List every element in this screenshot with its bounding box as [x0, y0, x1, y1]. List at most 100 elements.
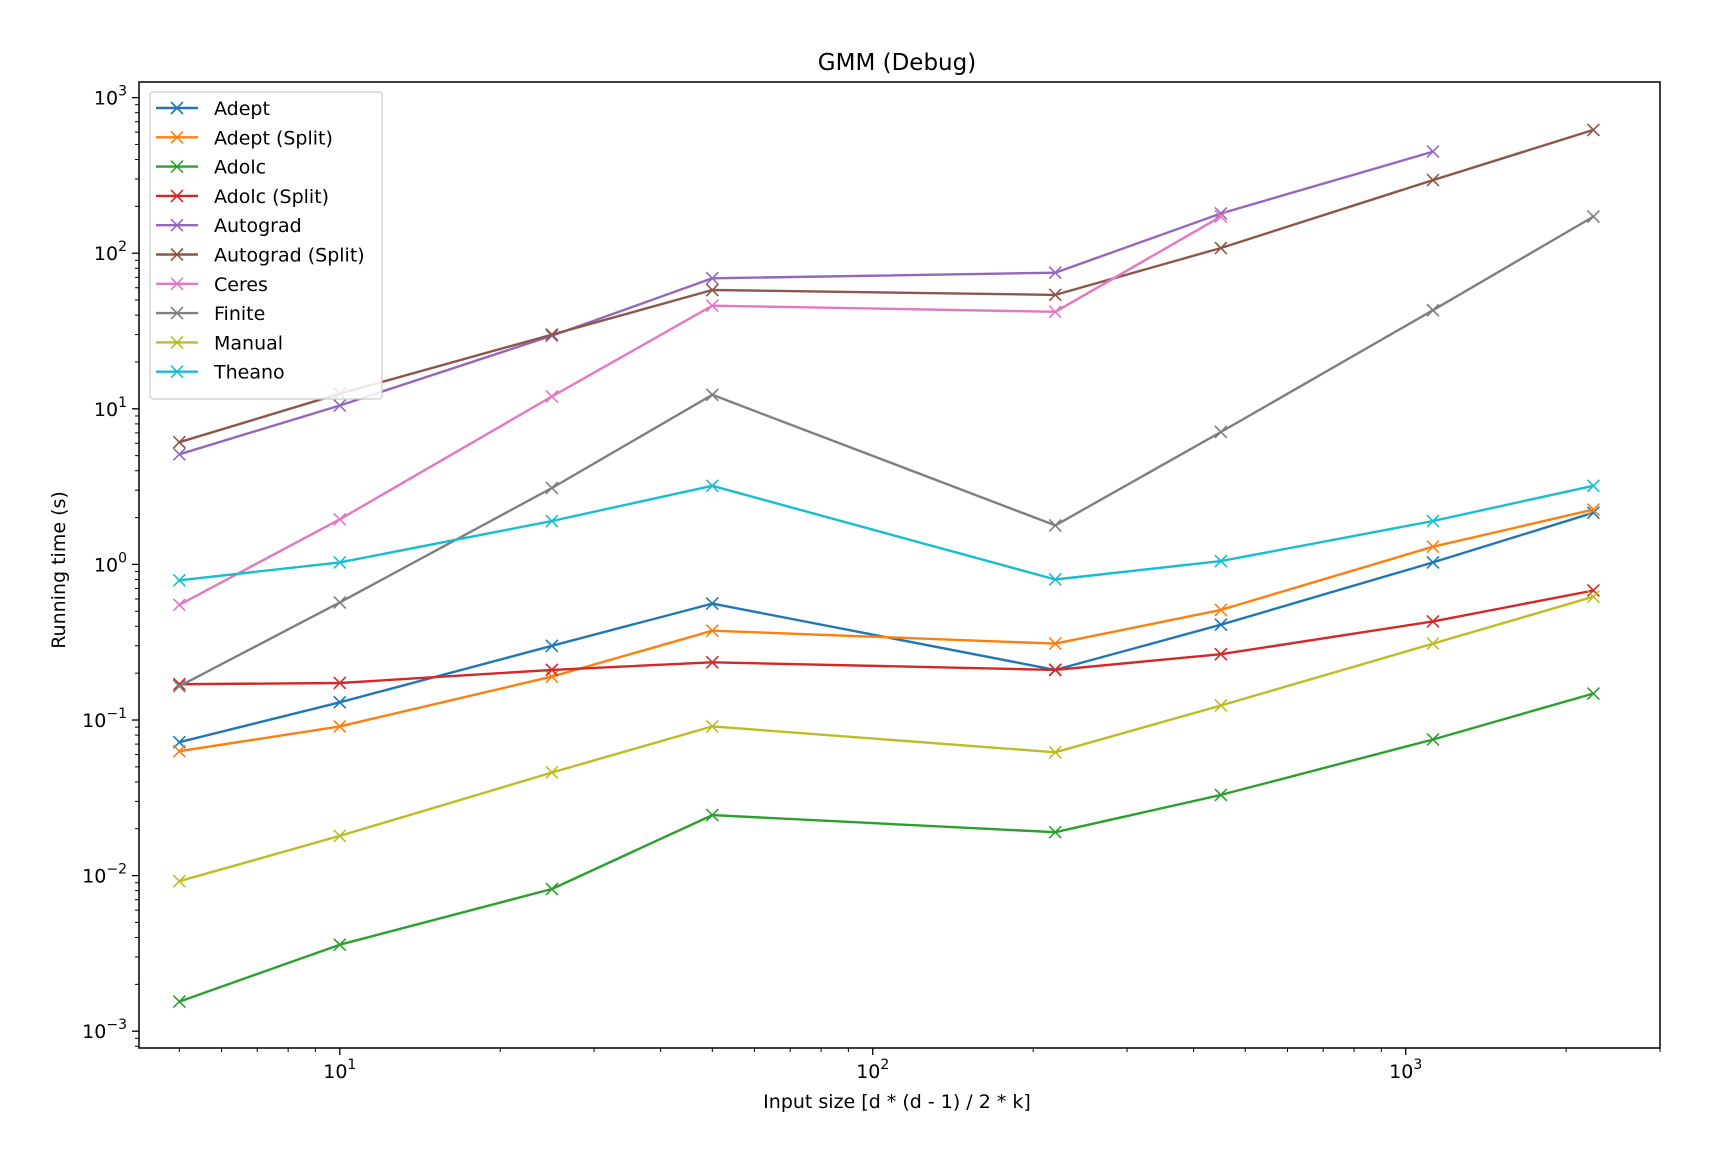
data-point-theano: [545, 514, 559, 528]
legend-item-finite: Finite: [156, 303, 265, 325]
series-finite: [172, 210, 1600, 693]
legend-label: Autograd: [214, 215, 302, 237]
legend-label: Autograd (Split): [214, 245, 365, 267]
series-adolc-split: [172, 583, 1600, 691]
series-line-ceres: [178, 215, 1222, 606]
legend-marker: [170, 189, 184, 203]
legend-marker: [170, 365, 184, 379]
data-point-adolc: [1214, 788, 1228, 802]
y-axis-label: Running time (s): [48, 491, 70, 649]
y-tick-label: 103: [94, 84, 127, 110]
series-theano: [172, 479, 1600, 587]
legend-label: Adept (Split): [214, 127, 333, 149]
data-point-theano: [172, 573, 186, 587]
data-point-adolc-split: [545, 663, 559, 677]
data-point-autograd: [1048, 266, 1062, 280]
data-point-ceres: [545, 389, 559, 404]
data-point-autograd-split: [1214, 241, 1228, 255]
data-point-finite: [172, 679, 186, 693]
data-point-theano: [1426, 514, 1440, 528]
data-point-adept: [1586, 506, 1600, 520]
y-tick-label: 10−2: [82, 862, 127, 888]
legend-label: Adolc (Split): [214, 186, 329, 208]
x-axis-label: Input size [d * (d - 1) / 2 * k]: [763, 1091, 1031, 1113]
data-point-adept-split: [333, 719, 347, 733]
data-point-adolc: [172, 995, 186, 1009]
legend-label: Ceres: [214, 274, 268, 296]
data-point-ceres: [1214, 210, 1228, 224]
legend-marker: [170, 335, 184, 349]
series-adolc: [172, 686, 1600, 1009]
data-point-adept-split: [545, 670, 559, 684]
y-tick-label: 10−1: [82, 706, 127, 732]
legend-label: Manual: [214, 332, 283, 354]
data-point-adept-split: [1586, 503, 1600, 517]
data-point-adolc-split: [1586, 583, 1600, 598]
data-point-finite: [1048, 518, 1062, 533]
legend-marker: [170, 130, 184, 144]
data-point-autograd-split: [1586, 123, 1600, 137]
data-point-autograd: [705, 271, 719, 285]
data-point-autograd: [1214, 206, 1228, 221]
series-line-manual: [179, 595, 1594, 883]
data-point-adolc: [333, 938, 347, 952]
data-point-manual: [333, 829, 347, 843]
x-tick-label: 102: [856, 1057, 889, 1083]
y-tick-label: 100: [94, 550, 127, 576]
legend-item-ceres: Ceres: [156, 274, 268, 296]
y-tick-label: 10−3: [82, 1017, 127, 1043]
legend-item-adolc: Adolc: [156, 157, 266, 179]
data-point-adolc-split: [1426, 614, 1440, 629]
x-tick-label: 103: [1389, 1057, 1422, 1083]
data-point-adolc: [545, 882, 559, 896]
data-point-manual: [1214, 698, 1228, 713]
data-point-adept: [545, 639, 559, 653]
legend-label: Adept: [214, 98, 270, 120]
data-point-adept-split: [172, 744, 186, 758]
data-point-manual: [172, 874, 186, 888]
legend-item-autograd-split: Autograd (Split): [156, 245, 365, 267]
data-point-finite: [1586, 210, 1600, 224]
data-point-finite: [545, 481, 559, 495]
series-line-finite: [178, 215, 1595, 688]
x-tick-label: 101: [323, 1057, 356, 1083]
legend-item-autograd: Autograd: [156, 215, 302, 237]
legend-marker: [170, 277, 184, 291]
data-point-theano: [1214, 554, 1228, 568]
data-point-adept-split: [1214, 603, 1228, 617]
legend-marker: [170, 306, 184, 320]
legend-item-adept: Adept: [156, 98, 270, 120]
legend-marker: [170, 101, 184, 115]
data-point-ceres: [1048, 305, 1062, 319]
data-point-ceres: [705, 299, 719, 313]
legend: Adept Adept (Split) Adolc Adolc (Split) Auto…: [149, 91, 383, 400]
data-point-adept: [333, 695, 347, 709]
data-point-adolc-split: [1048, 663, 1062, 677]
data-point-adolc: [1048, 825, 1062, 839]
data-point-finite: [1214, 425, 1228, 439]
data-point-adolc: [705, 808, 719, 822]
legend-marker: [170, 160, 184, 174]
data-point-autograd: [333, 398, 347, 413]
data-point-manual: [705, 719, 719, 733]
plot-area: 101 102 103 10−3 10−2 10−1 100 101 102 103: [82, 81, 1661, 1083]
data-point-adept-split: [705, 624, 719, 638]
legend-label: Theano: [213, 362, 285, 384]
data-point-adolc: [1426, 732, 1440, 747]
data-point-adept: [705, 597, 719, 611]
legend-item-theano: Theano: [156, 362, 285, 384]
data-point-autograd-split: [1426, 173, 1440, 187]
data-point-manual: [1586, 590, 1600, 604]
data-point-theano: [333, 555, 347, 569]
legend-label: Adolc: [214, 157, 266, 179]
series-line-adolc: [178, 692, 1594, 1003]
data-point-autograd-split: [172, 435, 186, 449]
data-point-autograd-split: [705, 283, 719, 297]
series-line-adept-split: [179, 508, 1594, 753]
data-point-ceres: [172, 598, 186, 612]
legend-label: Finite: [214, 303, 265, 325]
data-point-adept: [1426, 555, 1440, 569]
data-point-finite: [1426, 303, 1440, 317]
data-point-adolc-split: [705, 655, 719, 669]
